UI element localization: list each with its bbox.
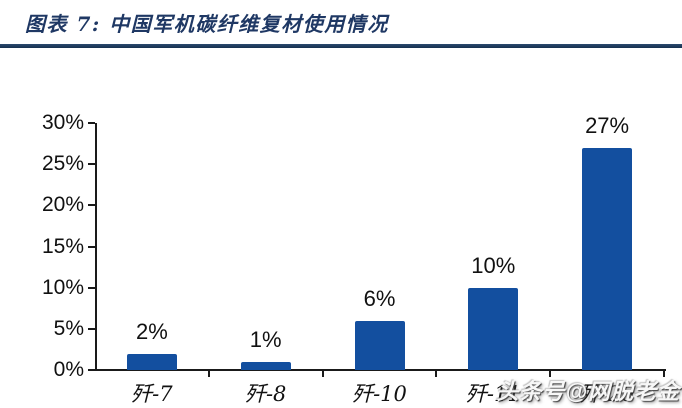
chart-bar — [126, 354, 177, 370]
y-axis-tick — [88, 369, 95, 371]
chart-title: 图表 7: 中国军机碳纤维复材使用情况 — [25, 12, 389, 36]
y-axis-tick-label: 30% — [41, 111, 84, 134]
x-axis-category-label: 歼-8 — [244, 382, 287, 406]
chart-bar — [468, 288, 519, 370]
x-axis-tick — [663, 371, 665, 377]
y-axis-tick-label: 25% — [41, 152, 84, 176]
y-axis-tick — [88, 245, 95, 248]
y-axis-tick — [88, 286, 95, 289]
x-axis-tick — [321, 371, 324, 377]
x-axis-category-label: 歼-7 — [131, 382, 173, 406]
bar-value-label: 2% — [135, 319, 168, 344]
y-axis-line — [95, 123, 97, 370]
bar-value-label: 27% — [585, 113, 630, 138]
y-axis-tick — [88, 204, 95, 207]
x-axis-tick — [435, 371, 438, 377]
x-axis-category-label: 歼-10 — [352, 382, 407, 406]
y-axis-tick-label: 20% — [41, 193, 84, 217]
title-divider-rule — [0, 44, 682, 48]
y-axis-tick-label: 5% — [53, 316, 84, 340]
bar-value-label: 6% — [363, 286, 396, 311]
x-axis-tick — [207, 371, 210, 377]
bar-value-label: 1% — [249, 327, 282, 352]
y-axis-tick-label: 10% — [41, 275, 84, 299]
x-axis-category-label: 歼-20 — [579, 382, 635, 406]
chart-bar — [354, 321, 405, 370]
x-axis-category-label: 歼-11 — [465, 382, 521, 406]
y-axis-tick-label: 15% — [41, 234, 84, 258]
chart-bar — [582, 148, 633, 370]
y-axis-tick — [88, 327, 95, 330]
y-axis-tick-label: 0% — [53, 358, 84, 381]
x-axis-tick — [549, 371, 552, 377]
bar-value-label: 10% — [471, 253, 516, 278]
y-axis-tick — [88, 122, 95, 124]
chart-bar — [240, 362, 291, 370]
watermark-text: 头条号@网脱老金 — [496, 379, 680, 404]
y-axis-tick — [88, 163, 95, 166]
x-axis-line — [95, 369, 666, 371]
